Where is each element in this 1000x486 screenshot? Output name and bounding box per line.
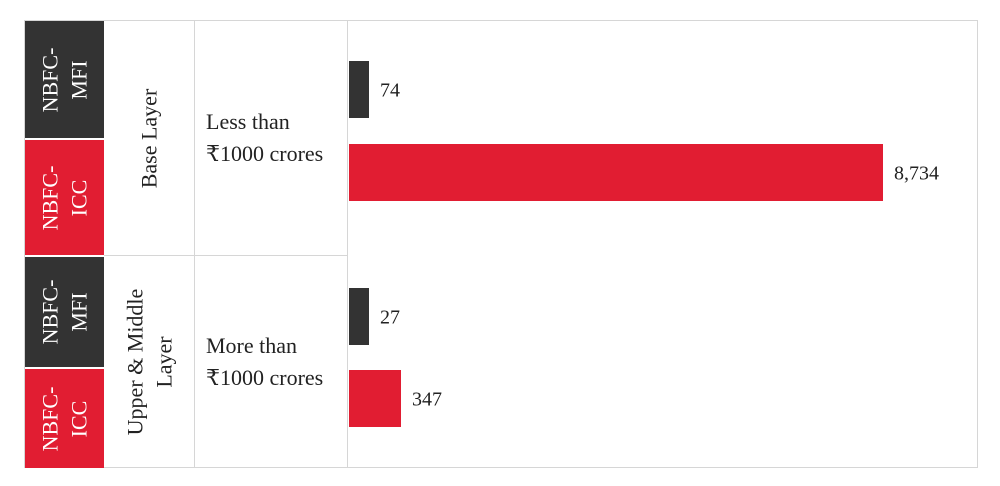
bar-1 [349, 61, 369, 118]
type-cell-upper-icc: NBFC- ICC [25, 369, 104, 468]
bar-value-label-3: 27 [380, 307, 400, 329]
bar-3 [349, 288, 369, 345]
bar-value-label-1: 74 [380, 80, 400, 102]
type-label-upper-mfi: NBFC- MFI [37, 279, 92, 345]
type-label-upper-icc: NBFC- ICC [37, 386, 92, 451]
layer-cell-upper: Upper & Middle Layer [104, 256, 195, 468]
layer-label-upper: Upper & Middle Layer [122, 288, 176, 436]
type-cell-base-icc: NBFC- ICC [25, 140, 104, 255]
layer-cell-base: Base Layer [104, 21, 195, 256]
chart-frame: NBFC- MFI NBFC- ICC NBFC- MFI NBFC- ICC … [24, 20, 978, 468]
bar-chart: 74 8,734 27 347 [349, 61, 939, 427]
layer-label-base: Base Layer [136, 88, 162, 188]
bar-4 [349, 370, 401, 427]
size-label-upper: More than ₹1000 crores [206, 333, 324, 390]
bar-2 [349, 144, 883, 201]
size-cell-base: Less than ₹1000 crores [195, 21, 348, 256]
size-label-base: Less than ₹1000 crores [206, 109, 324, 166]
type-label-base-mfi: NBFC- MFI [37, 47, 92, 112]
type-cell-upper-mfi: NBFC- MFI [25, 257, 104, 367]
type-cell-base-mfi: NBFC- MFI [25, 21, 104, 138]
type-label-base-icc: NBFC- ICC [37, 165, 92, 230]
bar-value-label-4: 347 [412, 389, 442, 411]
bar-value-label-2: 8,734 [894, 163, 939, 185]
size-cell-upper: More than ₹1000 crores [195, 256, 348, 468]
